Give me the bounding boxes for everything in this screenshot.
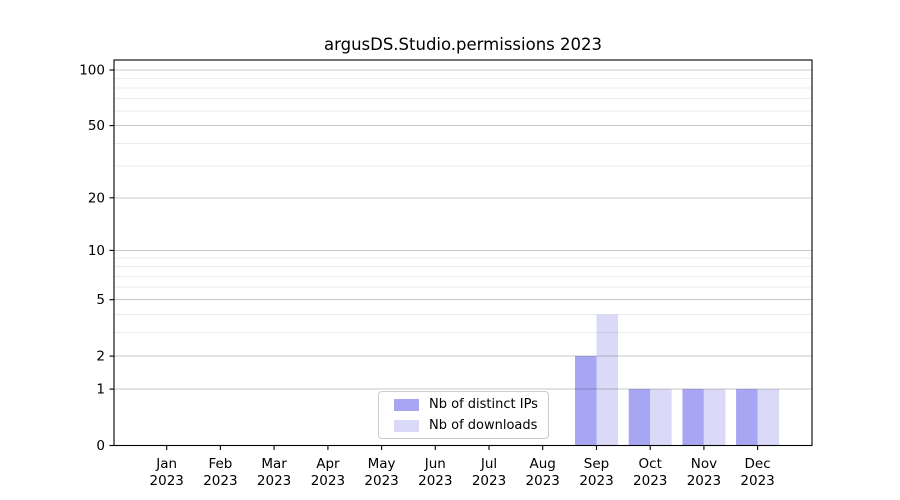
chart-title: argusDS.Studio.permissions 2023 — [323, 35, 602, 54]
bar-distinct-ips-dec — [736, 389, 758, 446]
bar-distinct-ips-nov — [682, 389, 704, 446]
y-tick-label: 1 — [96, 382, 105, 398]
y-tick-label: 0 — [96, 438, 105, 454]
bar-downloads-nov — [703, 389, 726, 446]
legend-swatch-downloads — [394, 419, 419, 432]
y-tick-label: 50 — [88, 118, 105, 134]
bar-downloads-oct — [650, 389, 672, 446]
y-tick-label: 10 — [88, 243, 105, 259]
x-tick-label-month: Nov — [691, 456, 717, 472]
legend: Nb of distinct IPs Nb of downloads — [378, 391, 549, 439]
x-tick-label-month: Jan — [155, 456, 177, 472]
y-tick-label: 2 — [96, 349, 105, 365]
x-tick-label-month: Feb — [208, 456, 232, 472]
x-tick-label-year: 2023 — [203, 473, 237, 489]
legend-item-downloads: Nb of downloads — [394, 417, 548, 434]
x-tick-label-year: 2023 — [687, 473, 721, 489]
legend-label-downloads: Nb of downloads — [429, 418, 538, 433]
x-tick-label-year: 2023 — [472, 473, 506, 489]
x-tick-label-month: May — [368, 456, 396, 472]
x-tick-label-month: Aug — [530, 456, 556, 472]
bar-downloads-dec — [757, 389, 780, 446]
bar-distinct-ips-sep — [575, 356, 597, 446]
y-tick-label: 100 — [79, 63, 105, 79]
bar-distinct-ips-oct — [628, 389, 651, 446]
bar-downloads-sep — [596, 314, 618, 446]
x-tick-label-year: 2023 — [364, 473, 398, 489]
x-tick-label-month: Sep — [584, 456, 609, 472]
x-tick-label-year: 2023 — [257, 473, 291, 489]
x-tick-label-month: Mar — [261, 456, 287, 472]
x-tick-label-year: 2023 — [311, 473, 345, 489]
y-tick-label: 20 — [88, 190, 105, 206]
x-tick-label-month: Apr — [316, 456, 340, 472]
x-tick-label-year: 2023 — [740, 473, 774, 489]
x-tick-label-month: Dec — [745, 456, 771, 472]
legend-swatch-distinct-ips — [394, 398, 419, 411]
x-tick-label-month: Oct — [639, 456, 662, 472]
x-tick-label-year: 2023 — [418, 473, 452, 489]
legend-item-distinct-ips: Nb of distinct IPs — [394, 396, 548, 413]
x-tick-label-month: Jun — [424, 456, 446, 472]
x-tick-label-year: 2023 — [579, 473, 613, 489]
legend-label-distinct-ips: Nb of distinct IPs — [429, 397, 538, 412]
x-tick-label-year: 2023 — [150, 473, 184, 489]
x-tick-label-year: 2023 — [526, 473, 560, 489]
plot-frame — [113, 59, 813, 447]
x-tick-label-month: Jul — [480, 456, 497, 472]
y-tick-label: 5 — [96, 292, 105, 308]
x-tick-label-year: 2023 — [633, 473, 667, 489]
